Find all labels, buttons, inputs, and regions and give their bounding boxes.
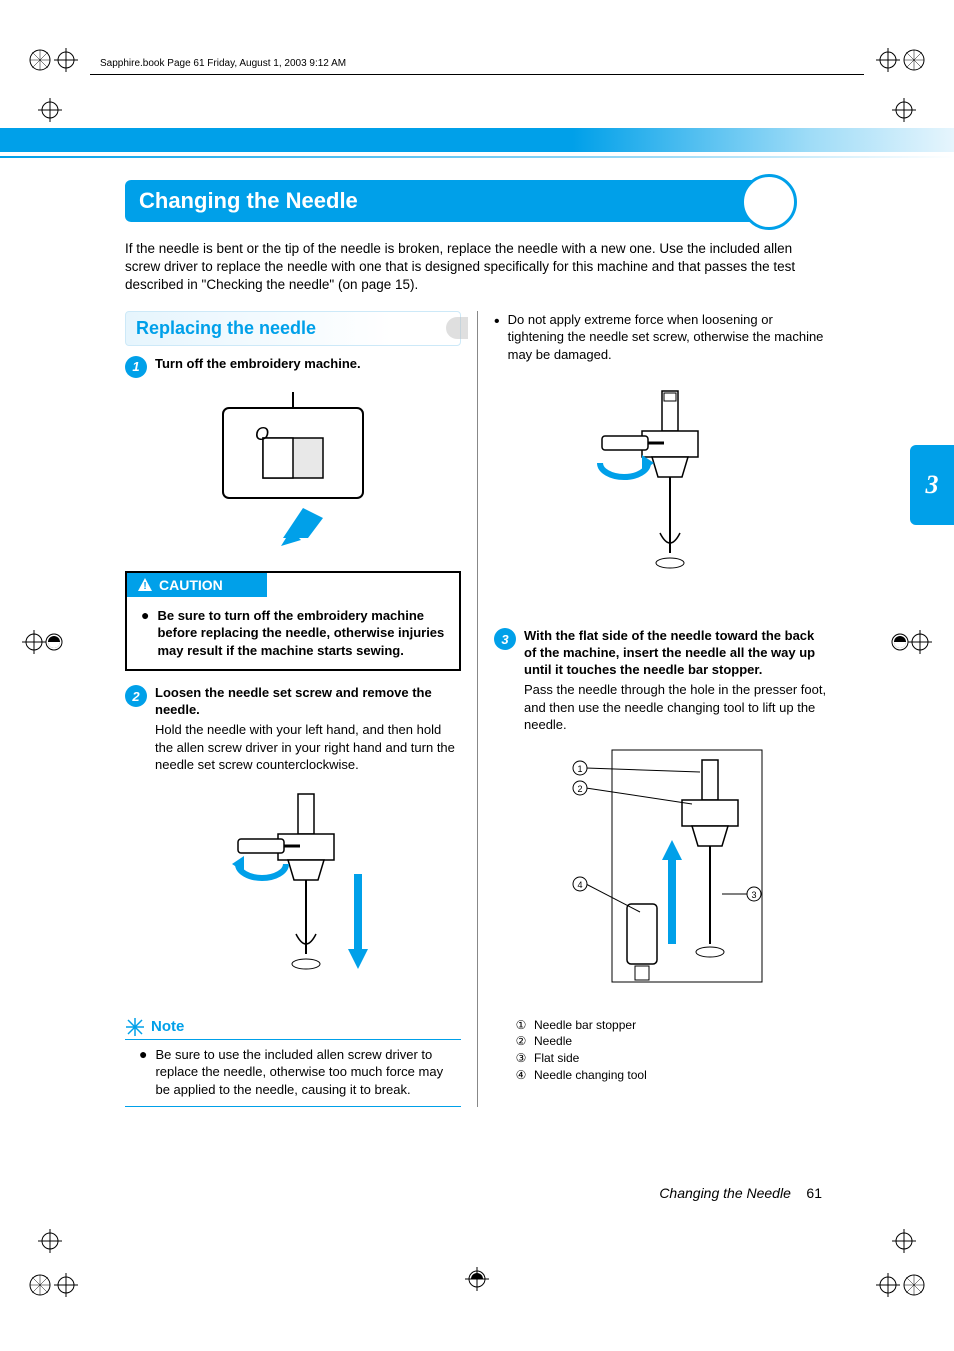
right-bullet: • Do not apply extreme force when loosen…	[494, 311, 829, 364]
step-3: 3 With the flat side of the needle towar…	[494, 628, 829, 733]
register-mark-icon	[38, 1229, 62, 1253]
main-heading-text: Changing the Needle	[139, 188, 358, 213]
step-2-title: Loosen the needle set screw and remove t…	[155, 685, 461, 719]
step-number-icon: 3	[494, 628, 516, 650]
note-box: Note ● Be sure to use the included allen…	[125, 1017, 461, 1108]
warning-triangle-icon: !	[137, 577, 153, 593]
top-banner-line	[0, 156, 954, 158]
page-footer: Changing the Needle 61	[659, 1185, 822, 1201]
main-heading: Changing the Needle	[125, 180, 765, 222]
svg-text:4: 4	[577, 880, 582, 890]
intro-paragraph: If the needle is bent or the tip of the …	[125, 240, 829, 295]
chapter-tab: 3	[910, 445, 954, 525]
register-mark-icon	[892, 98, 916, 122]
footer-title: Changing the Needle	[659, 1185, 791, 1201]
top-banner	[0, 128, 954, 152]
figure-power-switch: O	[125, 388, 461, 553]
note-text: ● Be sure to use the included allen scre…	[125, 1046, 461, 1108]
step-number-icon: 1	[125, 356, 147, 378]
caution-box: ! CAUTION ● Be sure to turn off the embr…	[125, 571, 461, 672]
heading-ornament-icon	[741, 174, 797, 230]
figure-tighten	[494, 383, 829, 598]
svg-text:1: 1	[577, 764, 582, 774]
right-column: • Do not apply extreme force when loosen…	[477, 311, 829, 1108]
step-2-text: Hold the needle with your left hand, and…	[155, 721, 461, 774]
step-2: 2 Loosen the needle set screw and remove…	[125, 685, 461, 773]
figure-legend: ①Needle bar stopper ②Needle ③Flat side ④…	[514, 1017, 829, 1084]
note-header: Note	[125, 1017, 461, 1040]
svg-text:3: 3	[751, 890, 756, 900]
step-1: 1 Turn off the embroidery machine.	[125, 356, 461, 378]
left-column: Replacing the needle 1 Turn off the embr…	[125, 311, 477, 1108]
svg-text:!: !	[143, 581, 146, 592]
register-mark-icon	[888, 630, 932, 654]
sub-heading: Replacing the needle	[125, 311, 461, 346]
svg-text:O: O	[255, 424, 269, 444]
register-mark-icon	[22, 630, 66, 654]
register-mark-icon	[465, 1267, 489, 1291]
crop-mark-icon	[28, 1273, 78, 1303]
crop-mark-icon	[28, 48, 78, 78]
step-number-icon: 2	[125, 685, 147, 707]
crop-mark-icon	[876, 1273, 926, 1303]
caution-text: ● Be sure to turn off the embroidery mac…	[127, 597, 459, 670]
page-number: 61	[806, 1185, 822, 1201]
step-3-text: Pass the needle through the hole in the …	[524, 681, 829, 734]
caution-label: CAUTION	[159, 577, 223, 593]
svg-text:2: 2	[577, 784, 582, 794]
step-1-title: Turn off the embroidery machine.	[155, 356, 461, 373]
figure-insert-needle: 1 2 3 4	[494, 744, 829, 999]
register-mark-icon	[38, 98, 62, 122]
book-meta-line: Sapphire.book Page 61 Friday, August 1, …	[100, 58, 346, 69]
step-3-title: With the flat side of the needle toward …	[524, 628, 829, 679]
crop-mark-icon	[876, 48, 926, 78]
note-star-icon	[125, 1017, 145, 1037]
figure-loosen-screw	[125, 784, 461, 999]
note-label: Note	[151, 1018, 184, 1035]
register-mark-icon	[892, 1229, 916, 1253]
caution-header: ! CAUTION	[127, 573, 267, 597]
